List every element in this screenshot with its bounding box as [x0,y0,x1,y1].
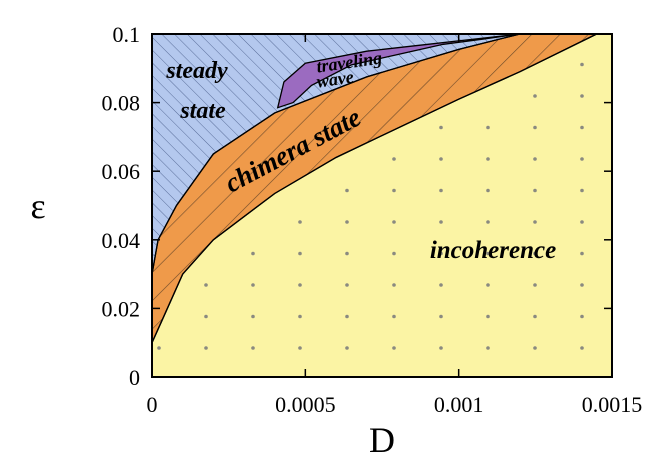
x-axis-label: D [369,420,395,460]
incoherence-dot [204,346,208,350]
incoherence-dot [392,283,396,287]
incoherence-dot [486,346,490,350]
incoherence-dot [439,251,443,256]
incoherence-dot [298,346,302,350]
incoherence-dot [580,125,584,130]
x-tick-label: 0.0015 [582,392,643,417]
incoherence-dot [298,220,302,224]
incoherence-dot [345,251,349,256]
steady-state-label: steady [165,58,228,84]
incoherence-dot [157,346,161,350]
incoherence-dot [533,157,537,161]
y-tick-label: 0.06 [102,159,141,184]
x-tick-label: 0.001 [434,392,484,417]
incoherence-dot [345,346,349,350]
incoherence-dot [392,157,396,161]
incoherence-dot [533,220,537,224]
incoherence-dot [580,346,584,350]
incoherence-dot [580,188,584,193]
incoherence-dot [486,220,490,224]
incoherence-dot [251,283,255,287]
incoherence-dot [345,188,349,193]
incoherence-dot [439,220,443,224]
incoherence-dot [439,125,443,130]
y-tick-label: 0.08 [102,91,141,116]
y-tick-label: 0 [129,365,140,390]
incoherence-dot [345,220,349,224]
chimera-upper-boundary [151,33,597,343]
incoherence-dot [439,283,443,287]
incoherence-dot [533,283,537,287]
incoherence-dot [486,314,490,319]
incoherence-dot [533,346,537,350]
y-tick-label: 0.04 [102,228,141,253]
incoherence-dot [251,314,255,319]
y-tick-label: 0.1 [113,22,141,47]
incoherence-dot [439,188,443,193]
incoherence-dot [486,125,490,130]
incoherence-dot [580,314,584,319]
incoherence-dot [251,251,255,256]
incoherence-dot [533,188,537,193]
incoherence-dot [533,125,537,130]
incoherence-dot [580,251,584,256]
incoherence-dot [439,314,443,319]
incoherence-dot [392,346,396,350]
incoherence-dot [580,283,584,287]
incoherence-dot [533,94,537,98]
incoherence-dot [392,188,396,193]
incoherence-dot [298,314,302,319]
incoherence-dot [204,314,208,319]
incoherence-dot [298,283,302,287]
x-tick-label: 0 [147,392,158,417]
y-tick-label: 0.02 [102,296,141,321]
incoherence-dot [580,62,584,67]
incoherence-dot [392,251,396,256]
incoherence-dot [251,346,255,350]
incoherence-dot [486,251,490,256]
incoherence-dot [439,157,443,161]
incoherence-label: incoherence [430,237,556,264]
incoherence-dot [392,220,396,224]
incoherence-dot [580,220,584,224]
incoherence-dot [533,314,537,319]
incoherence-dot [298,251,302,256]
region-traveling-wave [276,34,521,109]
plot-frame [151,33,613,378]
steady-state-label: state [179,98,226,124]
incoherence-dot [486,157,490,161]
incoherence-dot [204,283,208,287]
incoherence-dot [345,314,349,319]
incoherence-dot [392,314,396,319]
y-axis-label: ε [30,186,45,226]
incoherence-dot [533,251,537,256]
incoherence-dot [345,283,349,287]
x-tick-label: 0.0005 [275,392,336,417]
incoherence-dot [580,94,584,98]
chimera-lower-boundary [151,33,597,343]
incoherence-dot [580,157,584,161]
incoherence-dot [486,283,490,287]
region-steady-state [152,34,612,275]
incoherence-dot [439,346,443,350]
incoherence-dot [486,188,490,193]
